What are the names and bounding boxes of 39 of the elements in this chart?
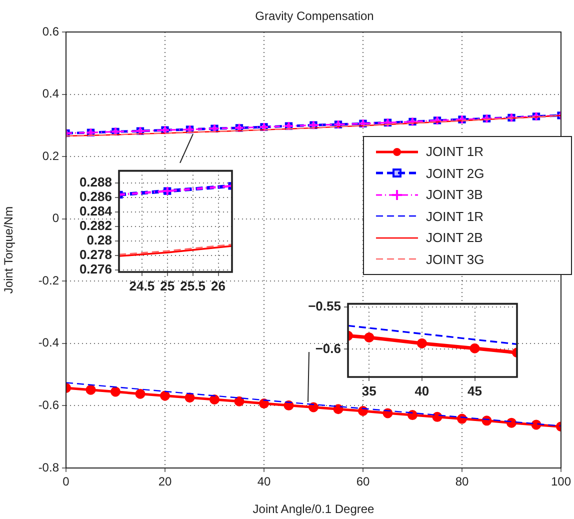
x-tick-label: 0 [62, 474, 70, 489]
x-tick-label: 26 [211, 278, 226, 294]
x-tick-label: 80 [455, 474, 469, 489]
y-axis-title: Joint Torque/Nm [2, 206, 16, 294]
x-tick-label: 24.5 [129, 278, 155, 294]
y-tick-label: 0.4 [42, 86, 60, 101]
y-tick-label: -0.4 [38, 336, 60, 350]
y-tick-label: 0.288 [79, 174, 112, 190]
legend-label: JOINT 1R [426, 208, 484, 224]
x-tick-label: 100 [550, 474, 572, 489]
y-tick-label: 0.28 [86, 232, 112, 248]
y-tick-label: -0.6 [38, 398, 60, 412]
legend-label: JOINT 3B [426, 187, 483, 202]
chart-title: Gravity Compensation [254, 9, 375, 23]
y-tick-label: -0.8 [38, 460, 60, 474]
y-tick-label: 0 [52, 211, 60, 226]
y-tick-label: 0.282 [79, 218, 112, 234]
legend-label: JOINT 1R [426, 144, 484, 160]
legend-label: JOINT 2G [426, 166, 484, 181]
x-tick-label: 45 [468, 383, 482, 398]
x-tick-label: 40 [414, 383, 430, 398]
x-tick-label: 25.5 [180, 278, 206, 294]
y-tick-label: 0.278 [79, 246, 112, 262]
legend-label: JOINT 2B [426, 230, 483, 246]
legend-label: JOINT 3G [426, 252, 484, 267]
x-tick-label: 35 [362, 383, 376, 398]
y-tick-label: 0.6 [42, 24, 60, 38]
y-tick-label: 0.284 [79, 204, 113, 219]
y-tick-label: 0.276 [79, 261, 112, 276]
x-tick-label: 25 [160, 278, 175, 294]
y-tick-label: -0.2 [38, 273, 60, 288]
y-tick-label: −0.6 [315, 340, 341, 356]
y-tick-label: −0.55 [308, 298, 341, 314]
y-tick-label: 0.286 [79, 189, 112, 204]
x-tick-label: 40 [257, 474, 271, 489]
y-tick-label: 0.2 [42, 148, 60, 163]
x-tick-label: 20 [158, 474, 172, 489]
x-axis-title: Joint Angle/0.1 Degree [252, 502, 375, 516]
x-tick-label: 60 [356, 474, 370, 489]
